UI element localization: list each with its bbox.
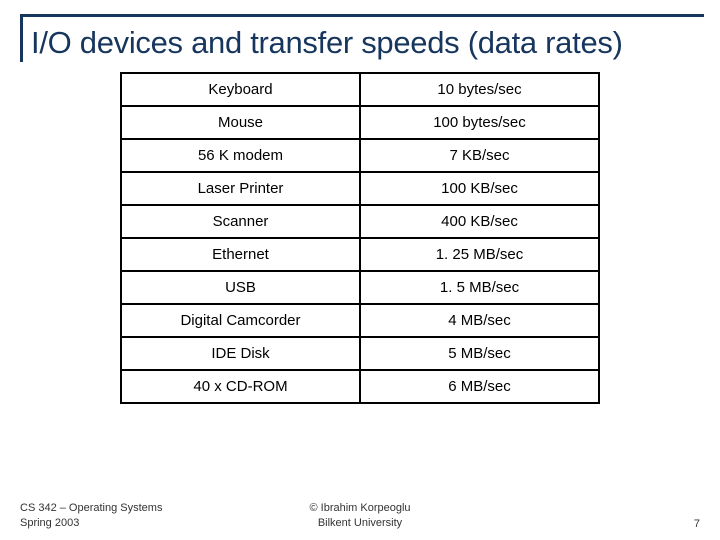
table-row: Keyboard10 bytes/sec [121, 73, 599, 106]
table-row: Laser Printer100 KB/sec [121, 172, 599, 205]
slide: I/O devices and transfer speeds (data ra… [0, 0, 720, 540]
rate-cell: 4 MB/sec [360, 304, 599, 337]
table-row: Ethernet1. 25 MB/sec [121, 238, 599, 271]
rate-cell: 7 KB/sec [360, 139, 599, 172]
device-cell: 40 x CD-ROM [121, 370, 360, 403]
page-number: 7 [694, 518, 700, 530]
table-row: IDE Disk5 MB/sec [121, 337, 599, 370]
footer: CS 342 – Operating Systems Spring 2003 ©… [20, 501, 700, 530]
institution: Bilkent University [247, 516, 474, 530]
table-container: Keyboard10 bytes/secMouse100 bytes/sec56… [20, 72, 700, 404]
rate-cell: 5 MB/sec [360, 337, 599, 370]
data-rates-table: Keyboard10 bytes/secMouse100 bytes/sec56… [120, 72, 600, 404]
rate-cell: 10 bytes/sec [360, 73, 599, 106]
footer-left: CS 342 – Operating Systems Spring 2003 [20, 501, 247, 530]
device-cell: Keyboard [121, 73, 360, 106]
rate-cell: 100 KB/sec [360, 172, 599, 205]
copyright: © Ibrahim Korpeoglu [247, 501, 474, 515]
device-cell: USB [121, 271, 360, 304]
footer-center: © Ibrahim Korpeoglu Bilkent University [247, 501, 474, 530]
table-row: 56 K modem7 KB/sec [121, 139, 599, 172]
device-cell: IDE Disk [121, 337, 360, 370]
page-title: I/O devices and transfer speeds (data ra… [31, 25, 704, 62]
table-row: Mouse100 bytes/sec [121, 106, 599, 139]
device-cell: Laser Printer [121, 172, 360, 205]
device-cell: Scanner [121, 205, 360, 238]
device-cell: Mouse [121, 106, 360, 139]
footer-right: 7 [473, 518, 700, 530]
term: Spring 2003 [20, 516, 247, 530]
course-code: CS 342 – Operating Systems [20, 501, 247, 515]
table-row: Scanner400 KB/sec [121, 205, 599, 238]
rate-cell: 6 MB/sec [360, 370, 599, 403]
rate-cell: 400 KB/sec [360, 205, 599, 238]
table-row: 40 x CD-ROM6 MB/sec [121, 370, 599, 403]
device-cell: 56 K modem [121, 139, 360, 172]
table-row: Digital Camcorder4 MB/sec [121, 304, 599, 337]
rate-cell: 1. 5 MB/sec [360, 271, 599, 304]
table-row: USB1. 5 MB/sec [121, 271, 599, 304]
title-container: I/O devices and transfer speeds (data ra… [20, 14, 704, 62]
device-cell: Digital Camcorder [121, 304, 360, 337]
rate-cell: 100 bytes/sec [360, 106, 599, 139]
rate-cell: 1. 25 MB/sec [360, 238, 599, 271]
device-cell: Ethernet [121, 238, 360, 271]
